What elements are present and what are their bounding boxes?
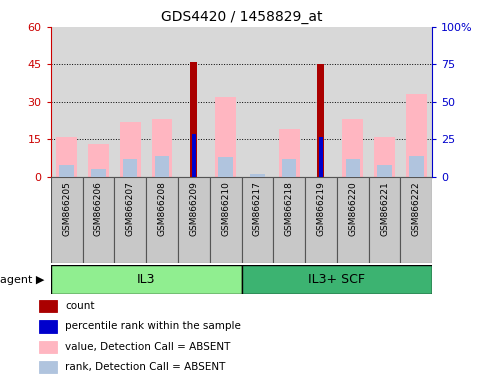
Bar xyxy=(88,144,109,177)
Text: GSM866219: GSM866219 xyxy=(316,181,326,236)
Text: IL3: IL3 xyxy=(137,273,156,286)
Text: GSM866222: GSM866222 xyxy=(412,181,421,236)
Bar xyxy=(250,174,265,177)
FancyBboxPatch shape xyxy=(83,177,114,263)
FancyBboxPatch shape xyxy=(51,265,242,294)
FancyBboxPatch shape xyxy=(210,177,242,263)
Bar xyxy=(342,119,363,177)
FancyBboxPatch shape xyxy=(178,177,210,263)
Text: GDS4420 / 1458829_at: GDS4420 / 1458829_at xyxy=(161,10,322,23)
Bar xyxy=(91,169,106,177)
Text: GSM866208: GSM866208 xyxy=(157,181,167,236)
Bar xyxy=(279,129,299,177)
Text: GSM866217: GSM866217 xyxy=(253,181,262,236)
Bar xyxy=(123,159,137,177)
Bar xyxy=(409,156,424,177)
Text: value, Detection Call = ABSENT: value, Detection Call = ABSENT xyxy=(65,342,230,352)
Text: GSM866221: GSM866221 xyxy=(380,181,389,236)
Text: agent ▶: agent ▶ xyxy=(0,275,45,285)
Bar xyxy=(346,159,360,177)
Text: percentile rank within the sample: percentile rank within the sample xyxy=(65,321,241,331)
FancyBboxPatch shape xyxy=(369,177,400,263)
Text: GSM866207: GSM866207 xyxy=(126,181,135,236)
Bar xyxy=(317,64,325,177)
Bar xyxy=(59,165,74,177)
Bar xyxy=(190,62,197,177)
FancyBboxPatch shape xyxy=(337,177,369,263)
FancyBboxPatch shape xyxy=(146,177,178,263)
Bar xyxy=(377,165,392,177)
Bar xyxy=(319,137,323,177)
Bar xyxy=(57,137,77,177)
Bar xyxy=(192,134,196,177)
Bar xyxy=(215,97,236,177)
FancyBboxPatch shape xyxy=(51,177,83,263)
Text: GSM866209: GSM866209 xyxy=(189,181,199,236)
FancyBboxPatch shape xyxy=(273,177,305,263)
Bar xyxy=(152,119,172,177)
FancyBboxPatch shape xyxy=(400,177,432,263)
Bar xyxy=(155,156,169,177)
FancyBboxPatch shape xyxy=(114,177,146,263)
Bar xyxy=(282,159,297,177)
Bar xyxy=(374,137,395,177)
FancyBboxPatch shape xyxy=(305,177,337,263)
Text: GSM866220: GSM866220 xyxy=(348,181,357,236)
Bar xyxy=(120,122,141,177)
Bar xyxy=(406,94,426,177)
Text: GSM866218: GSM866218 xyxy=(284,181,294,236)
Text: GSM866206: GSM866206 xyxy=(94,181,103,236)
Text: rank, Detection Call = ABSENT: rank, Detection Call = ABSENT xyxy=(65,362,226,372)
Bar xyxy=(218,157,233,177)
FancyBboxPatch shape xyxy=(242,265,432,294)
Text: IL3+ SCF: IL3+ SCF xyxy=(308,273,366,286)
Text: GSM866210: GSM866210 xyxy=(221,181,230,236)
Text: count: count xyxy=(65,301,95,311)
FancyBboxPatch shape xyxy=(242,177,273,263)
Text: GSM866205: GSM866205 xyxy=(62,181,71,236)
